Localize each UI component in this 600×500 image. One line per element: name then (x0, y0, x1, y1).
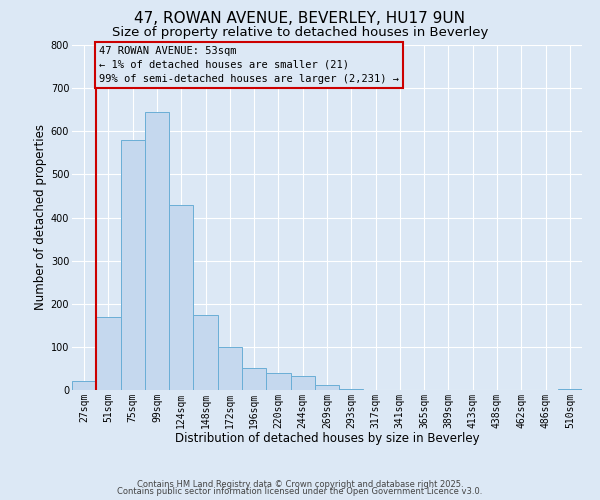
Bar (558, 389, 582, 390)
Bar (266, 373, 290, 390)
Y-axis label: Number of detached properties: Number of detached properties (34, 124, 47, 310)
Bar (72, 382, 96, 390)
Bar (96, 316, 121, 390)
Text: Size of property relative to detached houses in Beverley: Size of property relative to detached ho… (112, 26, 488, 39)
Text: Contains public sector information licensed under the Open Government Licence v3: Contains public sector information licen… (118, 488, 482, 496)
Bar (242, 368, 266, 390)
Bar (339, 388, 364, 390)
Bar (218, 347, 242, 390)
Text: 47 ROWAN AVENUE: 53sqm
← 1% of detached houses are smaller (21)
99% of semi-deta: 47 ROWAN AVENUE: 53sqm ← 1% of detached … (99, 46, 399, 84)
Bar (193, 314, 218, 390)
X-axis label: Distribution of detached houses by size in Beverley: Distribution of detached houses by size … (175, 432, 479, 445)
Bar (290, 376, 315, 390)
Bar (169, 204, 193, 390)
Bar (121, 140, 145, 390)
Bar (315, 385, 339, 390)
Text: Contains HM Land Registry data © Crown copyright and database right 2025.: Contains HM Land Registry data © Crown c… (137, 480, 463, 489)
Bar (145, 112, 169, 390)
Text: 47, ROWAN AVENUE, BEVERLEY, HU17 9UN: 47, ROWAN AVENUE, BEVERLEY, HU17 9UN (134, 11, 466, 26)
